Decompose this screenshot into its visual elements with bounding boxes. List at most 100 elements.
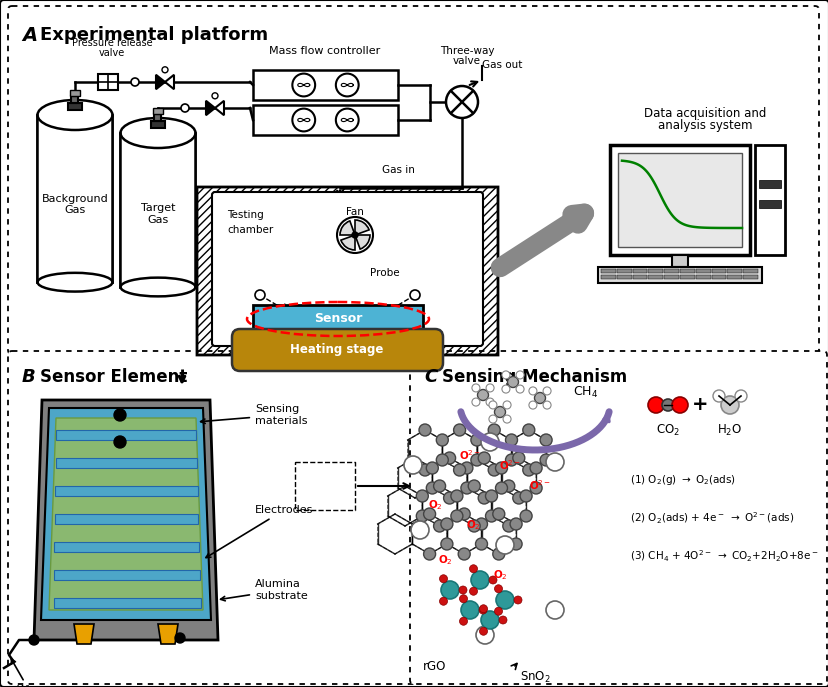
Bar — [695, 269, 710, 273]
Text: Sensor Element: Sensor Element — [40, 368, 187, 386]
Wedge shape — [340, 235, 354, 250]
Text: Probe: Probe — [369, 268, 399, 278]
Circle shape — [528, 387, 537, 395]
Text: Gas in: Gas in — [382, 165, 414, 175]
Circle shape — [501, 385, 509, 393]
Circle shape — [522, 464, 534, 476]
Circle shape — [416, 510, 428, 522]
Circle shape — [436, 454, 448, 466]
Bar — [37, 115, 113, 282]
Bar — [710, 275, 725, 279]
Bar — [647, 275, 662, 279]
Circle shape — [453, 424, 465, 436]
Bar — [616, 275, 631, 279]
Circle shape — [492, 508, 504, 520]
Circle shape — [480, 611, 498, 629]
Circle shape — [475, 538, 487, 550]
Circle shape — [734, 390, 746, 402]
Circle shape — [423, 508, 435, 520]
Circle shape — [485, 490, 497, 502]
Circle shape — [542, 387, 551, 395]
Bar — [616, 269, 631, 273]
Text: Fan: Fan — [345, 207, 363, 217]
Circle shape — [478, 452, 489, 464]
Text: Alumina
substrate: Alumina substrate — [220, 579, 307, 601]
Bar — [758, 180, 780, 188]
Circle shape — [494, 607, 502, 616]
Ellipse shape — [120, 278, 195, 296]
Circle shape — [436, 434, 448, 446]
Bar — [726, 269, 741, 273]
Text: CH$_4$: CH$_4$ — [572, 385, 598, 400]
Text: O$^{2-}$: O$^{2-}$ — [498, 458, 521, 472]
Wedge shape — [354, 235, 369, 249]
Circle shape — [458, 548, 469, 560]
Circle shape — [460, 482, 472, 494]
Circle shape — [440, 518, 452, 530]
Bar — [632, 269, 647, 273]
Circle shape — [175, 633, 185, 643]
Circle shape — [495, 591, 513, 609]
Circle shape — [485, 398, 493, 406]
Circle shape — [720, 396, 738, 414]
Circle shape — [450, 510, 462, 522]
Wedge shape — [354, 220, 368, 235]
Circle shape — [485, 510, 497, 522]
Text: Electrodes: Electrodes — [205, 505, 313, 558]
Bar — [55, 458, 196, 468]
Circle shape — [29, 635, 39, 645]
Circle shape — [480, 433, 498, 451]
Text: O$_2$: O$_2$ — [437, 553, 452, 567]
Circle shape — [471, 384, 479, 392]
Bar — [743, 275, 757, 279]
Circle shape — [426, 462, 438, 474]
Polygon shape — [41, 408, 211, 620]
Polygon shape — [49, 418, 203, 610]
Circle shape — [478, 492, 489, 504]
Circle shape — [509, 538, 522, 550]
Circle shape — [647, 397, 663, 413]
Circle shape — [495, 462, 507, 474]
Bar — [726, 275, 741, 279]
Polygon shape — [205, 101, 214, 115]
Text: Gas out: Gas out — [481, 60, 522, 70]
Bar — [120, 133, 195, 287]
Circle shape — [489, 576, 497, 584]
Text: Sensing Mechanism: Sensing Mechanism — [441, 368, 627, 386]
Circle shape — [505, 454, 517, 466]
Bar — [663, 275, 678, 279]
Circle shape — [479, 606, 486, 614]
Text: O$^{2-}$: O$^{2-}$ — [528, 478, 551, 492]
Circle shape — [494, 407, 505, 418]
FancyBboxPatch shape — [212, 192, 483, 346]
Circle shape — [335, 109, 359, 131]
Bar — [151, 121, 165, 128]
Polygon shape — [156, 75, 165, 89]
FancyBboxPatch shape — [410, 351, 826, 684]
Circle shape — [114, 436, 126, 448]
Circle shape — [439, 575, 447, 583]
Text: (1) O$_2$(g) $\rightarrow$ O$_2$(ads): (1) O$_2$(g) $\rightarrow$ O$_2$(ads) — [629, 473, 735, 487]
Text: valve: valve — [99, 48, 125, 58]
Bar — [70, 91, 79, 96]
Circle shape — [470, 571, 489, 589]
Circle shape — [470, 454, 483, 466]
Circle shape — [488, 424, 499, 436]
Circle shape — [131, 78, 139, 86]
Bar — [37, 115, 113, 282]
Circle shape — [485, 384, 493, 392]
Circle shape — [492, 548, 504, 560]
Polygon shape — [34, 400, 218, 640]
Text: analysis system: analysis system — [657, 119, 751, 132]
Circle shape — [540, 454, 551, 466]
FancyBboxPatch shape — [8, 6, 818, 354]
Bar — [55, 514, 198, 524]
Circle shape — [450, 490, 462, 502]
Text: Experimental platform: Experimental platform — [40, 26, 267, 44]
Circle shape — [513, 492, 524, 504]
Bar — [647, 269, 662, 273]
FancyBboxPatch shape — [232, 329, 442, 371]
Circle shape — [470, 434, 483, 446]
Circle shape — [475, 518, 487, 530]
Circle shape — [443, 492, 455, 504]
